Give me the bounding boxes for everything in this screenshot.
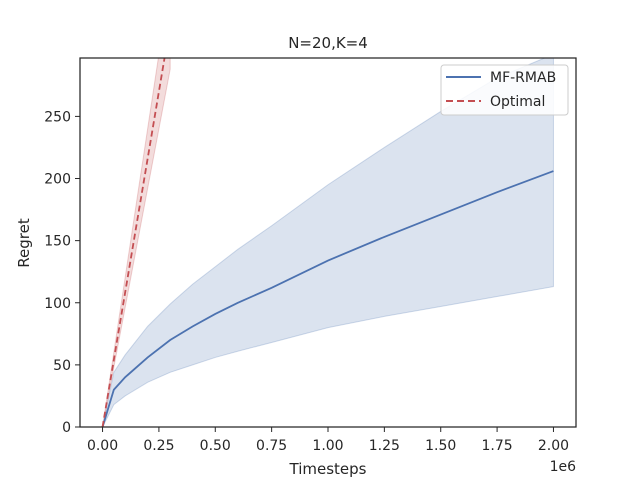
series-lines bbox=[101, 58, 554, 427]
x-tick-label: 0.25 bbox=[143, 438, 174, 454]
y-tick-label: 250 bbox=[44, 109, 71, 125]
x-tick-label: 0.00 bbox=[87, 438, 118, 454]
y-axis-label: Regret bbox=[15, 218, 33, 268]
x-axis-ticks: 0.00 0.25 0.50 0.75 1.00 1.25 1.50 1.75 2.00 bbox=[87, 427, 569, 454]
legend: MF-RMAB Optimal bbox=[440, 64, 569, 116]
line-optimal bbox=[101, 58, 166, 427]
x-tick-label: 1.50 bbox=[425, 438, 456, 454]
y-tick-label: 100 bbox=[44, 296, 71, 312]
legend-label-optimal: Optimal bbox=[490, 94, 545, 110]
x-tick-label: 1.25 bbox=[369, 438, 400, 454]
x-axis-label: Timesteps bbox=[289, 460, 367, 478]
chart-title: N=20,K=4 bbox=[288, 34, 368, 52]
y-tick-label: 150 bbox=[44, 234, 71, 250]
y-tick-label: 50 bbox=[53, 358, 71, 374]
confidence-bands bbox=[102, 58, 554, 427]
x-tick-label: 1.75 bbox=[482, 438, 513, 454]
x-tick-label: 0.50 bbox=[200, 438, 231, 454]
legend-label-mf-rmab: MF-RMAB bbox=[490, 70, 556, 86]
y-axis-ticks: 0 50 100 150 200 250 bbox=[44, 109, 80, 436]
x-tick-label: 1.00 bbox=[312, 438, 343, 454]
line-mf-rmab bbox=[101, 170, 554, 427]
x-tick-label: 0.75 bbox=[256, 438, 287, 454]
y-tick-label: 0 bbox=[62, 420, 71, 436]
x-offset-text: 1e6 bbox=[550, 459, 577, 475]
x-tick-label: 2.00 bbox=[538, 438, 569, 454]
band-mf-rmab bbox=[102, 58, 554, 427]
y-tick-label: 200 bbox=[44, 172, 71, 188]
band-optimal bbox=[102, 58, 171, 427]
